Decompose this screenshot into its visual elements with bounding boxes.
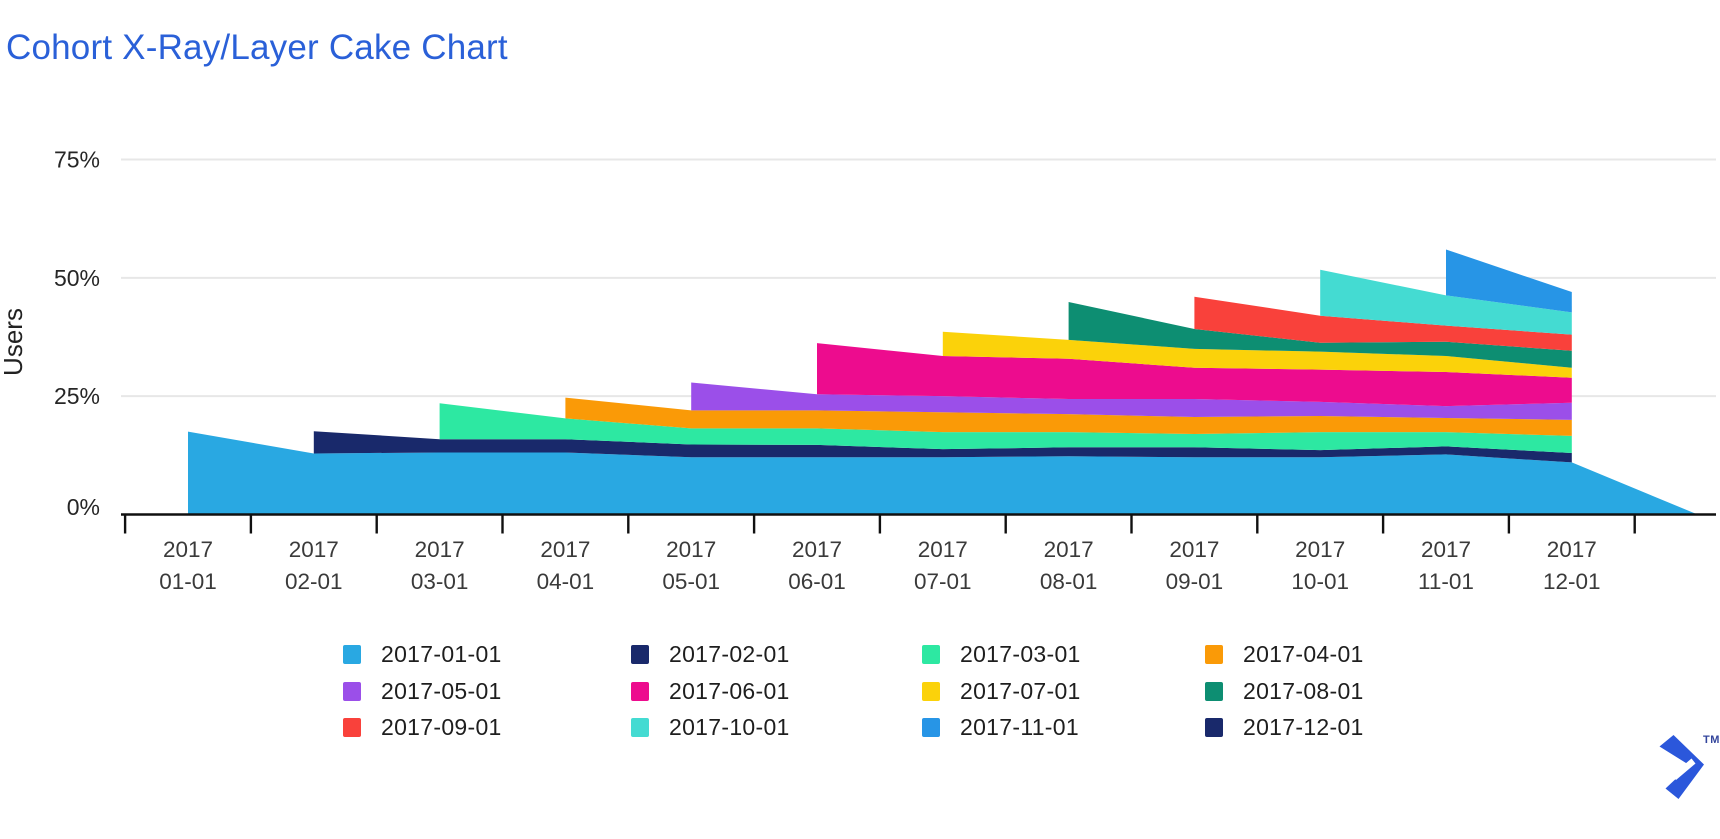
cohort-area-2017-08-01 xyxy=(1068,301,1572,368)
legend-swatch-2017-12-01 xyxy=(1205,717,1223,737)
x-tick-label-11-01-line2: 11-01 xyxy=(1418,569,1474,594)
x-tick-label-02-01-line1: 2017 xyxy=(289,537,339,562)
legend-label: 2017-04-01 xyxy=(1243,640,1364,667)
legend-swatch-2017-08-01 xyxy=(1205,681,1223,701)
x-tick-label-04-01-line1: 2017 xyxy=(540,537,590,562)
cohort-area-2017-05-01 xyxy=(691,382,1572,420)
toptal-logo-icon xyxy=(1659,735,1704,799)
x-tick-label-12-01-line2: 12-01 xyxy=(1543,569,1601,594)
legend-label: 2017-12-01 xyxy=(1243,713,1364,740)
x-tick-label-10-01-line2: 10-01 xyxy=(1291,569,1349,594)
cohort-area-2017-03-01 xyxy=(439,403,1572,453)
x-tick-label-10-01-line1: 2017 xyxy=(1295,537,1345,562)
cohort-chart: 2017 01-01 2017 02-01 2017 03-01 2017 04-01 2017… xyxy=(0,147,1716,594)
legend-label: 2017-09-01 xyxy=(381,713,502,740)
x-tick-label-07-01-line2: 07-01 xyxy=(914,569,972,594)
x-tick-label-02-01-line2: 02-01 xyxy=(285,569,343,594)
legend-swatch-2017-11-01 xyxy=(922,717,940,737)
y-tick-label-75: 75% xyxy=(54,147,100,173)
legend-item-2017-12-01: 2017-12-01 xyxy=(1205,714,1364,740)
legend-item-2017-09-01: 2017-09-01 xyxy=(343,714,502,740)
x-tick-label-04-01-line2: 04-01 xyxy=(537,569,595,594)
legend-label: 2017-02-01 xyxy=(669,640,790,667)
legend-swatch-2017-06-01 xyxy=(631,681,649,701)
brand-mark: TM xyxy=(1659,733,1720,799)
legend-label: 2017-08-01 xyxy=(1243,677,1364,704)
legend-item-2017-10-01: 2017-10-01 xyxy=(631,714,790,740)
x-tick-label-11-01-line1: 2017 xyxy=(1421,537,1471,562)
x-tick-label-06-01-line2: 06-01 xyxy=(788,569,846,594)
x-tick-label-09-01-line2: 09-01 xyxy=(1166,569,1224,594)
legend-swatch-2017-09-01 xyxy=(343,717,361,737)
x-tick-label-12-01-line1: 2017 xyxy=(1547,537,1597,562)
legend-swatch-2017-03-01 xyxy=(922,644,940,664)
x-tick-label-03-01-line2: 03-01 xyxy=(411,569,469,594)
cohort-area-2017-01-01 xyxy=(188,431,1698,515)
page-title: Cohort X-Ray/Layer Cake Chart xyxy=(6,28,508,67)
x-tick-label-05-01-line2: 05-01 xyxy=(662,569,720,594)
legend-item-2017-08-01: 2017-08-01 xyxy=(1205,678,1364,704)
legend-label: 2017-05-01 xyxy=(381,677,502,704)
x-tick-label-07-01-line1: 2017 xyxy=(918,537,968,562)
legend-label: 2017-03-01 xyxy=(960,640,1081,667)
y-axis-title: Users xyxy=(0,308,28,376)
legend-label: 2017-11-01 xyxy=(960,713,1079,740)
x-tick-label-05-01-line1: 2017 xyxy=(666,537,716,562)
legend-swatch-2017-10-01 xyxy=(631,717,649,737)
cohort-area-2017-07-01 xyxy=(942,331,1572,378)
legend-item-2017-04-01: 2017-04-01 xyxy=(1205,641,1364,667)
legend-item-2017-02-01: 2017-02-01 xyxy=(631,641,790,667)
legend-item-2017-11-01: 2017-11-01 xyxy=(922,714,1079,740)
cohort-area-2017-11-01 xyxy=(1446,249,1572,313)
legend-label: 2017-10-01 xyxy=(669,713,790,740)
legend-item-2017-01-01: 2017-01-01 xyxy=(343,641,502,667)
legend-swatch-2017-05-01 xyxy=(343,681,361,701)
x-tick-label-03-01-line1: 2017 xyxy=(415,537,465,562)
cohort-area-2017-04-01 xyxy=(565,397,1572,436)
cohort-area-2017-06-01 xyxy=(817,343,1572,407)
legend-item-2017-07-01: 2017-07-01 xyxy=(922,678,1081,704)
y-tick-label-50: 50% xyxy=(54,265,100,291)
x-tick-label-09-01-line1: 2017 xyxy=(1169,537,1219,562)
legend-swatch-2017-07-01 xyxy=(922,681,940,701)
cohort-area-2017-02-01 xyxy=(313,431,1572,463)
x-tick-label-08-01-line1: 2017 xyxy=(1044,537,1094,562)
legend-label: 2017-01-01 xyxy=(381,640,502,667)
legend-item-2017-03-01: 2017-03-01 xyxy=(922,641,1081,667)
y-tick-label-0: 0% xyxy=(67,494,100,520)
cohort-area-2017-10-01 xyxy=(1320,269,1572,335)
legend-swatch-2017-01-01 xyxy=(343,644,361,664)
x-tick-label-01-01-line1: 2017 xyxy=(163,537,213,562)
legend-item-2017-05-01: 2017-05-01 xyxy=(343,678,502,704)
legend-item-2017-06-01: 2017-06-01 xyxy=(631,678,790,704)
trademark-symbol: TM xyxy=(1703,734,1720,746)
legend-label: 2017-07-01 xyxy=(960,677,1081,704)
cohort-area-2017-09-01 xyxy=(1194,296,1572,351)
y-tick-label-25: 25% xyxy=(54,383,100,409)
x-tick-label-06-01-line1: 2017 xyxy=(792,537,842,562)
legend-label: 2017-06-01 xyxy=(669,677,790,704)
legend-swatch-2017-04-01 xyxy=(1205,644,1223,664)
x-tick-label-01-01-line2: 01-01 xyxy=(159,569,217,594)
x-tick-label-08-01-line2: 08-01 xyxy=(1040,569,1098,594)
legend-swatch-2017-02-01 xyxy=(631,644,649,664)
